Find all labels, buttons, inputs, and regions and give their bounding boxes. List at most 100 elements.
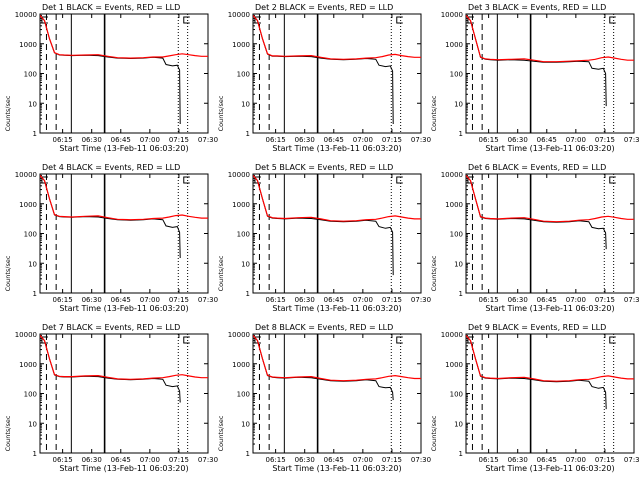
x-tick-label: 06:45 — [111, 456, 131, 464]
x-tick-label: 06:30 — [295, 136, 315, 144]
x-tick-label: 06:30 — [295, 456, 315, 464]
x-tick-label: 06:30 — [508, 296, 528, 304]
panel-title: Det 2 BLACK = Events, RED = LLD — [255, 3, 393, 12]
plot-frame — [252, 13, 422, 134]
interval-bracket — [396, 336, 403, 344]
x-tick-label: 06:15 — [53, 456, 73, 464]
x-tick-label: 07:00 — [353, 296, 373, 304]
detector-panel: Det 5 BLACK = Events, RED = LLD 1 10 100 100… — [217, 163, 431, 313]
x-axis-label: Start Time (13-Feb-11 06:03:20) — [59, 144, 188, 153]
x-tick-label: 07:00 — [140, 456, 160, 464]
y-tick-label: 1000 — [232, 201, 250, 209]
x-tick-label: 07:15 — [169, 136, 189, 144]
x-tick-label: 07:30 — [198, 456, 218, 464]
x-tick-label: 06:15 — [479, 456, 499, 464]
y-tick-label: 10 — [454, 420, 463, 428]
panel-title: Det 3 BLACK = Events, RED = LLD — [468, 3, 606, 12]
interval-bracket — [183, 16, 190, 24]
y-tick-label: 10000 — [228, 331, 250, 339]
detector-panel: Det 6 BLACK = Events, RED = LLD 1 10 100 100… — [430, 163, 640, 313]
y-axis-label: Counts/sec — [4, 415, 12, 451]
x-tick-label: 06:45 — [537, 136, 557, 144]
x-tick-label: 06:30 — [82, 136, 102, 144]
y-tick-label: 1 — [246, 130, 250, 138]
x-tick-label: 06:45 — [324, 296, 344, 304]
y-tick-label: 10000 — [441, 11, 463, 19]
y-tick-label: 1000 — [445, 361, 463, 369]
panel-title: Det 9 BLACK = Events, RED = LLD — [468, 323, 606, 332]
x-tick-label: 06:15 — [266, 296, 286, 304]
x-tick-label: 06:15 — [266, 456, 286, 464]
x-axis-label: Start Time (13-Feb-11 06:03:20) — [485, 144, 614, 153]
x-tick-label: 06:15 — [479, 136, 499, 144]
plot-frame — [465, 13, 635, 134]
x-tick-label: 06:45 — [324, 136, 344, 144]
y-tick-label: 100 — [237, 71, 250, 79]
x-tick-label: 07:15 — [595, 456, 615, 464]
y-tick-label: 10000 — [441, 171, 463, 179]
y-tick-label: 100 — [24, 391, 37, 399]
y-tick-label: 1 — [33, 290, 37, 298]
y-tick-label: 1 — [246, 450, 250, 458]
y-tick-label: 1000 — [19, 361, 37, 369]
x-tick-label: 07:15 — [169, 456, 189, 464]
x-tick-label: 06:30 — [295, 296, 315, 304]
x-tick-label: 06:30 — [82, 456, 102, 464]
detector-panel: Det 2 BLACK = Events, RED = LLD 1 10 100 100… — [217, 3, 431, 153]
x-tick-label: 06:45 — [111, 296, 131, 304]
y-tick-label: 1 — [459, 450, 463, 458]
x-tick-label: 06:30 — [82, 296, 102, 304]
y-tick-label: 10 — [241, 420, 250, 428]
detector-panel: Det 1 BLACK = Events, RED = LLD 1 10 100 100… — [4, 3, 218, 153]
interval-bracket — [609, 336, 616, 344]
x-axis-label: Start Time (13-Feb-11 06:03:20) — [485, 464, 614, 473]
detector-panel: Det 7 BLACK = Events, RED = LLD 1 10 100 100… — [4, 323, 218, 473]
panel-title: Det 5 BLACK = Events, RED = LLD — [255, 163, 393, 172]
lld-series-line — [40, 175, 208, 221]
plot-frame — [465, 173, 635, 294]
y-tick-label: 10 — [241, 260, 250, 268]
x-tick-label: 06:15 — [266, 136, 286, 144]
x-tick-label: 07:00 — [353, 136, 373, 144]
plot-frame — [39, 13, 209, 134]
y-tick-label: 10 — [28, 100, 37, 108]
panel-title: Det 7 BLACK = Events, RED = LLD — [42, 323, 180, 332]
interval-bracket — [396, 16, 403, 24]
lld-series-line — [253, 15, 421, 60]
x-tick-label: 07:00 — [566, 296, 586, 304]
y-axis-label: Counts/sec — [4, 95, 12, 131]
x-tick-label: 06:45 — [111, 136, 131, 144]
y-tick-label: 1000 — [19, 201, 37, 209]
x-tick-label: 06:15 — [479, 296, 499, 304]
y-tick-label: 10 — [28, 260, 37, 268]
interval-bracket — [609, 176, 616, 184]
y-tick-label: 100 — [237, 231, 250, 239]
x-tick-label: 07:15 — [169, 296, 189, 304]
y-tick-label: 10000 — [441, 331, 463, 339]
y-tick-label: 1000 — [19, 41, 37, 49]
y-tick-label: 10000 — [15, 11, 37, 19]
y-tick-label: 10 — [454, 260, 463, 268]
lld-series-line — [466, 15, 634, 63]
y-tick-label: 10000 — [15, 331, 37, 339]
y-tick-label: 1000 — [232, 41, 250, 49]
x-axis-label: Start Time (13-Feb-11 06:03:20) — [272, 464, 401, 473]
x-tick-label: 06:15 — [53, 296, 73, 304]
x-tick-label: 06:30 — [508, 456, 528, 464]
events-series-line — [253, 335, 394, 401]
x-tick-label: 07:30 — [198, 136, 218, 144]
y-axis-label: Counts/sec — [217, 95, 225, 131]
plot-frame — [465, 333, 635, 454]
y-tick-label: 100 — [24, 71, 37, 79]
y-tick-label: 1000 — [445, 41, 463, 49]
x-tick-label: 06:45 — [537, 296, 557, 304]
plot-frame — [39, 173, 209, 294]
events-series-line — [40, 15, 181, 125]
x-tick-label: 07:00 — [566, 456, 586, 464]
x-tick-label: 07:00 — [566, 136, 586, 144]
x-tick-label: 07:30 — [198, 296, 218, 304]
interval-bracket — [183, 336, 190, 344]
y-axis-label: Counts/sec — [430, 255, 438, 291]
events-series-line — [466, 335, 607, 410]
x-tick-label: 07:30 — [624, 296, 640, 304]
